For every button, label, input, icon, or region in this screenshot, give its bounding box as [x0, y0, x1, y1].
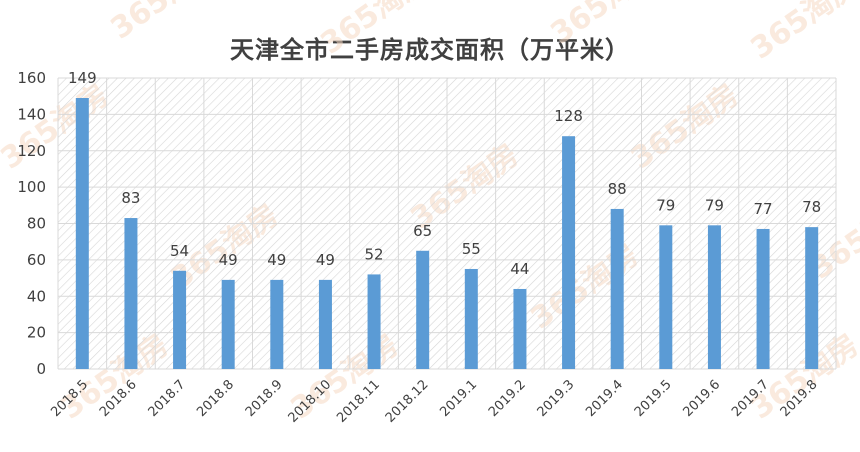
- y-tick-label: 60: [27, 251, 46, 269]
- x-tick-label: 2019.5: [632, 377, 675, 420]
- x-tick-label: 2019.3: [535, 377, 578, 420]
- data-label: 49: [219, 251, 238, 269]
- y-tick-label: 120: [17, 142, 46, 160]
- watermark-text: 365淘房: [105, 0, 226, 47]
- y-tick-label: 20: [27, 324, 46, 342]
- watermark-text: 365淘房: [315, 0, 436, 62]
- data-label: 77: [754, 200, 773, 218]
- data-label: 49: [267, 251, 286, 269]
- bar: [75, 98, 89, 369]
- data-label: 149: [68, 69, 97, 87]
- data-labels: 149 83 54 49 49 49 52 65 55 44 128 88 79 79 77 78: [68, 69, 821, 278]
- bar: [610, 208, 624, 369]
- y-tick-label: 160: [17, 69, 46, 87]
- bar: [124, 218, 138, 369]
- bar: [367, 274, 381, 369]
- bar: [416, 250, 430, 369]
- bar: [707, 225, 721, 369]
- watermark-text: 365淘房: [745, 0, 860, 67]
- bar: [562, 136, 576, 369]
- bar: [221, 279, 235, 369]
- y-tick-label: 0: [36, 360, 46, 378]
- watermark-text: 365淘房: [545, 0, 666, 52]
- bars: [75, 98, 819, 369]
- y-tick-label: 40: [27, 287, 46, 305]
- x-tick-label: 2018.8: [194, 377, 237, 420]
- bar: [659, 225, 673, 369]
- data-label: 54: [170, 242, 189, 260]
- y-tick-label: 80: [27, 215, 46, 233]
- x-axis: 2018.5 2018.6 2018.7 2018.8 2018.9 2018.10 201…: [48, 377, 820, 426]
- x-tick-label: 2019.6: [680, 377, 723, 420]
- data-label: 79: [656, 196, 675, 214]
- gridlines: [57, 77, 837, 370]
- x-tick-label: 2019.4: [583, 377, 626, 420]
- data-label: 55: [462, 240, 481, 258]
- bar: [318, 279, 332, 369]
- x-tick-label: 2018.7: [146, 377, 189, 420]
- bar: [464, 268, 478, 369]
- x-tick-label: 2018.9: [243, 377, 286, 420]
- y-axis: 0 20 40 60 80 100 120 140 160: [17, 69, 46, 378]
- data-label: 128: [554, 107, 583, 125]
- bar: [173, 270, 187, 369]
- bar: [756, 228, 770, 369]
- data-label: 49: [316, 251, 335, 269]
- data-label: 83: [121, 189, 140, 207]
- data-label: 65: [413, 222, 432, 240]
- x-tick-label: 2019.1: [437, 377, 480, 420]
- data-label: 44: [510, 260, 529, 278]
- bar: [805, 227, 819, 369]
- bar: [270, 279, 284, 369]
- x-tick-label: 2018.12: [383, 377, 432, 426]
- data-label: 78: [802, 198, 821, 216]
- y-tick-label: 100: [17, 178, 46, 196]
- y-tick-label: 140: [17, 105, 46, 123]
- chart-title: 天津全市二手房成交面积（万平米）: [230, 36, 630, 64]
- bar: [513, 288, 527, 369]
- data-label: 88: [608, 180, 627, 198]
- data-label: 52: [365, 245, 384, 263]
- data-label: 79: [705, 196, 724, 214]
- x-tick-label: 2019.2: [486, 377, 529, 420]
